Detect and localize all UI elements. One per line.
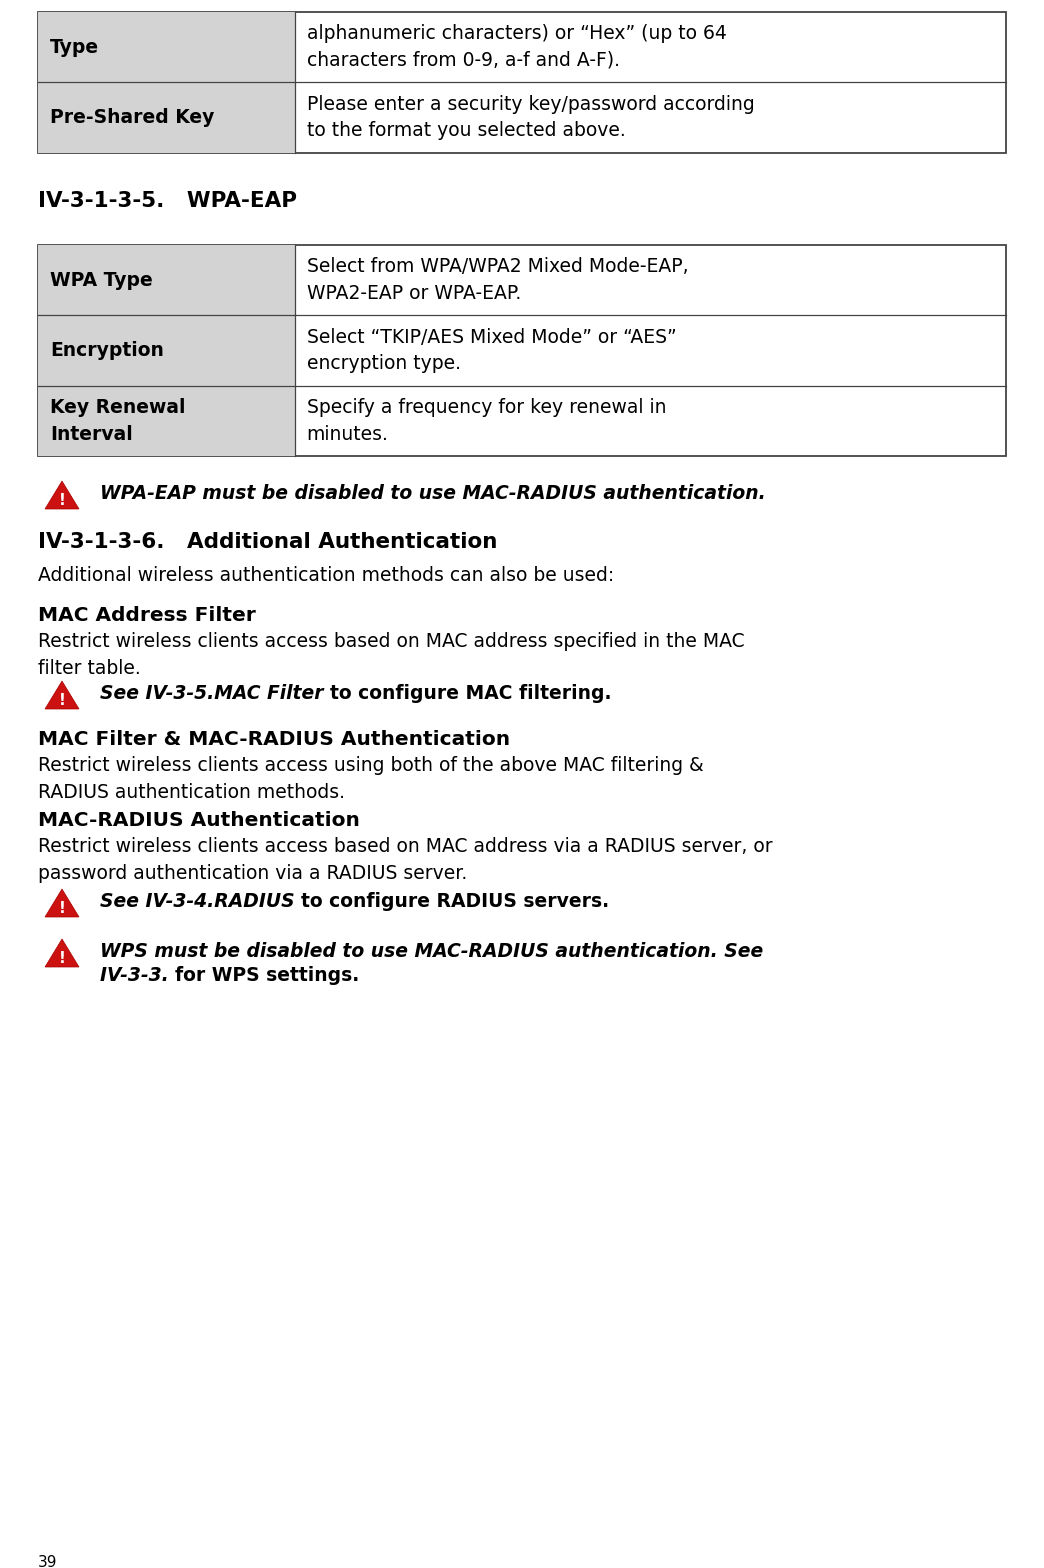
Polygon shape xyxy=(45,481,79,510)
Text: !: ! xyxy=(58,950,66,966)
Text: MAC Filter & MAC-RADIUS Authentication: MAC Filter & MAC-RADIUS Authentication xyxy=(38,731,511,750)
Text: See IV-3-5.MAC Filter: See IV-3-5.MAC Filter xyxy=(100,684,330,702)
Text: Additional wireless authentication methods can also be used:: Additional wireless authentication metho… xyxy=(38,566,614,585)
Text: Specify a frequency for key renewal in
minutes.: Specify a frequency for key renewal in m… xyxy=(307,398,666,444)
Text: !: ! xyxy=(58,492,66,508)
Text: Select “TKIP/AES Mixed Mode” or “AES”
encryption type.: Select “TKIP/AES Mixed Mode” or “AES” en… xyxy=(307,328,677,373)
Text: Restrict wireless clients access using both of the above MAC filtering &
RADIUS : Restrict wireless clients access using b… xyxy=(38,756,704,801)
Bar xyxy=(38,245,1006,456)
Text: WPS must be disabled to use MAC-RADIUS authentication. See: WPS must be disabled to use MAC-RADIUS a… xyxy=(100,942,763,961)
Text: Type: Type xyxy=(50,38,99,56)
Text: to configure MAC filtering.: to configure MAC filtering. xyxy=(330,684,612,702)
Text: Restrict wireless clients access based on MAC address via a RADIUS server, or
pa: Restrict wireless clients access based o… xyxy=(38,837,773,883)
Text: Pre-Shared Key: Pre-Shared Key xyxy=(50,108,214,127)
Bar xyxy=(38,13,1006,152)
Text: for WPS settings.: for WPS settings. xyxy=(175,966,359,985)
Bar xyxy=(38,315,294,386)
Text: WPA Type: WPA Type xyxy=(50,271,152,290)
Bar xyxy=(38,245,294,315)
Text: Key Renewal
Interval: Key Renewal Interval xyxy=(50,398,186,444)
Bar xyxy=(38,386,294,456)
Text: Select from WPA/WPA2 Mixed Mode-EAP,
WPA2-EAP or WPA-EAP.: Select from WPA/WPA2 Mixed Mode-EAP, WPA… xyxy=(307,257,688,303)
Text: to configure RADIUS servers.: to configure RADIUS servers. xyxy=(301,892,610,911)
Text: !: ! xyxy=(58,902,66,916)
Polygon shape xyxy=(45,939,79,967)
Text: 39: 39 xyxy=(38,1555,57,1568)
Text: Encryption: Encryption xyxy=(50,340,164,361)
Bar xyxy=(38,83,294,152)
Text: MAC-RADIUS Authentication: MAC-RADIUS Authentication xyxy=(38,811,360,829)
Polygon shape xyxy=(45,889,79,917)
Bar xyxy=(38,13,294,83)
Text: Restrict wireless clients access based on MAC address specified in the MAC
filte: Restrict wireless clients access based o… xyxy=(38,632,744,677)
Text: WPA-EAP must be disabled to use MAC-RADIUS authentication.: WPA-EAP must be disabled to use MAC-RADI… xyxy=(100,485,765,503)
Text: MAC Address Filter: MAC Address Filter xyxy=(38,605,256,626)
Polygon shape xyxy=(45,681,79,709)
Text: IV-3-1-3-6.   Additional Authentication: IV-3-1-3-6. Additional Authentication xyxy=(38,532,497,552)
Text: See IV-3-4.RADIUS: See IV-3-4.RADIUS xyxy=(100,892,301,911)
Text: !: ! xyxy=(58,693,66,707)
Text: IV-3-1-3-5.   WPA-EAP: IV-3-1-3-5. WPA-EAP xyxy=(38,191,296,210)
Text: Please enter a security key/password according
to the format you selected above.: Please enter a security key/password acc… xyxy=(307,94,754,141)
Text: alphanumeric characters) or “Hex” (up to 64
characters from 0-9, a-f and A-F).: alphanumeric characters) or “Hex” (up to… xyxy=(307,25,727,71)
Text: IV-3-3.: IV-3-3. xyxy=(100,966,175,985)
